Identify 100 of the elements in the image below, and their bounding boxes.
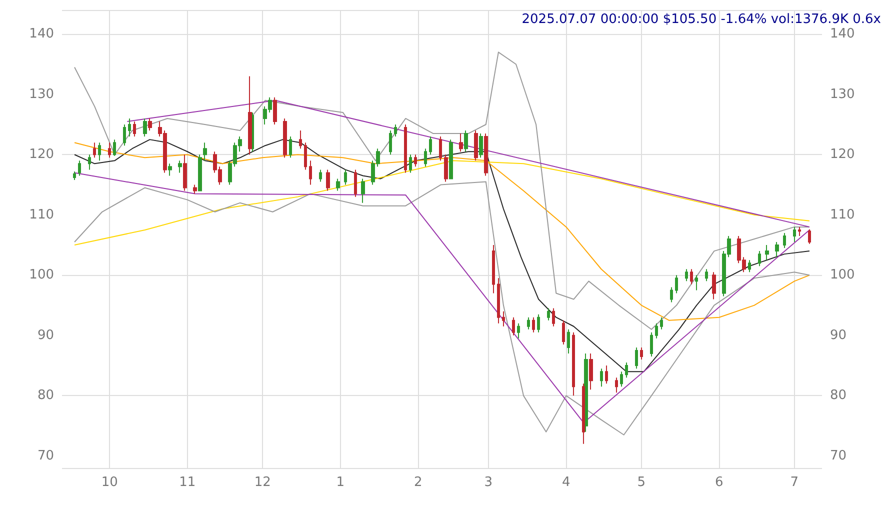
candlestick (537, 314, 540, 333)
candlestick (354, 169, 357, 198)
candlestick (808, 228, 811, 244)
candlestick (178, 160, 182, 174)
x-tick-label: 2 (414, 475, 422, 490)
candlestick (361, 178, 365, 204)
x-tick-label: 4 (562, 475, 570, 490)
x-tick-label: 11 (179, 475, 196, 490)
candlestick (143, 118, 147, 138)
y-tick-label: 90 (37, 328, 54, 343)
candlestick (492, 244, 495, 294)
candlestick (512, 316, 515, 336)
candlestick (404, 124, 407, 174)
candlestick (484, 133, 488, 176)
candlestick (168, 163, 172, 176)
candlestick (695, 274, 698, 291)
candlestick (273, 96, 277, 125)
candlestick (326, 169, 330, 192)
candlestick (675, 274, 678, 294)
candlestick (183, 154, 187, 192)
candlestick (336, 178, 340, 192)
chart-title: 2025.07.07 00:00:00 $105.50 -1.64% vol:1376.9K 0.6x (522, 12, 882, 27)
y-tick-label: 80 (37, 388, 54, 404)
y-tick-label: 140 (29, 26, 54, 42)
line-series (74, 142, 810, 321)
candlestick (309, 160, 312, 186)
candlestick (527, 316, 530, 330)
y-tick-label: 120 (29, 147, 54, 162)
candlestick (582, 383, 585, 444)
candlestick (304, 142, 307, 170)
candlestick (690, 268, 693, 285)
candlestick (620, 371, 623, 388)
candlestick (562, 320, 565, 345)
candlestick (670, 286, 673, 303)
line-series (74, 160, 810, 246)
y2-tick-label: 130 (830, 86, 855, 102)
candlestick (108, 142, 111, 158)
candlestick (459, 133, 463, 152)
candlestick (479, 133, 483, 158)
candlestick (98, 142, 101, 162)
candlestick (635, 346, 638, 370)
candlestick (765, 244, 769, 261)
x-tick-label: 12 (254, 475, 271, 490)
candlestick (444, 154, 448, 182)
candlestick (502, 310, 505, 327)
x-tick-label: 6 (715, 475, 724, 490)
x-tick-label: 5 (637, 475, 646, 490)
candlestick (572, 332, 575, 396)
candlestick (464, 130, 468, 152)
candlestick (532, 316, 535, 333)
candlestick (198, 154, 202, 192)
candlestick (394, 124, 397, 138)
candlestick (429, 136, 432, 156)
y2-tick-label: 140 (830, 26, 855, 42)
x-tick-label: 3 (484, 475, 493, 490)
candlestick (148, 118, 152, 132)
y-tick-label: 130 (29, 86, 54, 102)
line-series (74, 52, 810, 330)
y2-tick-label: 100 (830, 268, 855, 283)
candlestick (319, 169, 322, 182)
x-tick-label: 1 (336, 475, 345, 490)
candlestick (605, 365, 608, 384)
y-tick-label: 100 (29, 268, 54, 283)
candlestick (299, 130, 302, 150)
y2-tick-label: 120 (830, 147, 855, 162)
candlestick (78, 160, 81, 176)
candlestick (567, 328, 570, 354)
candlestick (128, 118, 131, 138)
candlestick (344, 169, 347, 186)
candlestick (655, 322, 658, 339)
candlestick (193, 184, 197, 194)
candlestick (424, 148, 427, 168)
y-tick-label: 70 (37, 448, 54, 464)
candlestick (640, 346, 643, 360)
x-tick-label: 7 (790, 475, 799, 490)
candlestick (705, 268, 708, 282)
candlestick (783, 232, 786, 249)
y-tick-label: 110 (29, 207, 54, 222)
y2-tick-label: 110 (830, 207, 855, 222)
candlestick (625, 362, 628, 378)
candlestick (88, 154, 91, 170)
candlestick (798, 226, 801, 236)
candlestick (248, 76, 252, 156)
candlestick (439, 136, 442, 162)
candlestick (547, 308, 550, 321)
candlestick (660, 316, 663, 330)
y2-tick-label: 80 (830, 388, 847, 404)
candlestick (517, 322, 520, 339)
candlestick (775, 242, 779, 258)
y2-tick-label: 90 (830, 328, 847, 343)
candlestick (73, 171, 76, 180)
candlestick (615, 377, 618, 394)
candlestick (289, 136, 292, 158)
candlestick (685, 268, 688, 282)
candlestick (600, 368, 603, 388)
candlestick (497, 278, 500, 324)
candlestick (113, 139, 116, 156)
y2-tick-label: 70 (830, 448, 847, 464)
x-tick-label: 10 (101, 475, 118, 490)
candlestick (650, 332, 653, 358)
